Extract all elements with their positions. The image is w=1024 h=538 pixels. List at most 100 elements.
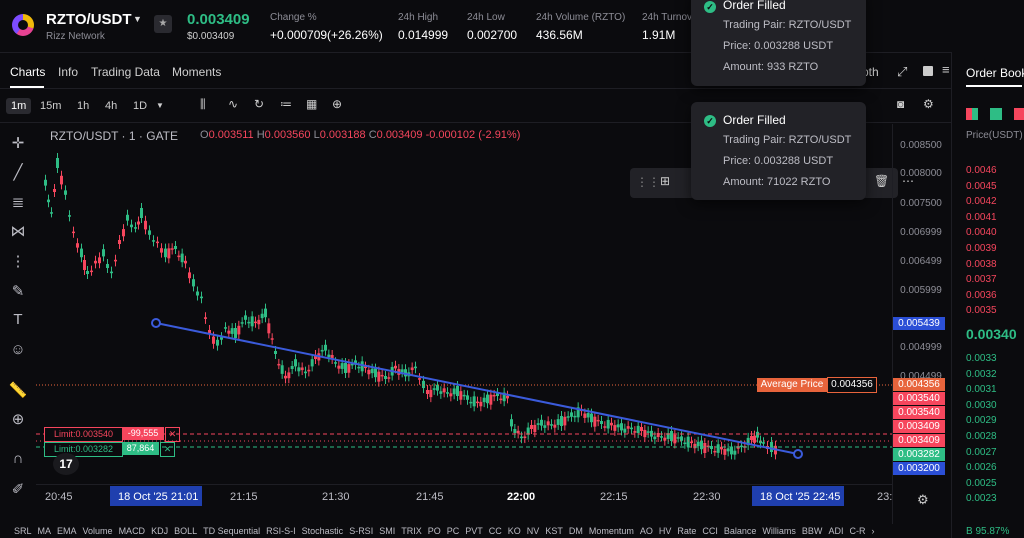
emoji-icon[interactable]: ☺ bbox=[10, 341, 26, 358]
menu-icon[interactable]: ≡ bbox=[942, 62, 950, 77]
ask-price-row[interactable]: 0.0038 bbox=[966, 258, 997, 270]
text-tool-icon[interactable]: T bbox=[13, 311, 23, 328]
trendline-handle[interactable] bbox=[793, 449, 803, 459]
ask-price-row[interactable]: 0.0041 bbox=[966, 211, 997, 223]
indicator-item[interactable]: PVT bbox=[465, 526, 483, 536]
tab-trading-data[interactable]: Trading Data bbox=[91, 65, 160, 79]
horizontal-lines-icon[interactable]: ≣ bbox=[11, 194, 25, 211]
tab-depth[interactable]: pth bbox=[862, 65, 879, 79]
trendline-icon[interactable]: ╱ bbox=[13, 164, 23, 181]
drag-handle-icon[interactable]: ⋮⋮ bbox=[636, 175, 660, 189]
bid-price-row[interactable]: 0.0031 bbox=[966, 384, 997, 396]
timeframe-dropdown-icon[interactable]: ▼ bbox=[156, 101, 164, 110]
indicator-item[interactable]: BBW bbox=[801, 526, 823, 536]
pattern-icon[interactable]: ⋈ bbox=[10, 223, 26, 240]
timeframe-1d[interactable]: 1D bbox=[133, 100, 148, 112]
limit-order-sell[interactable]: Limit:0.003540 bbox=[44, 427, 123, 442]
indicator-item[interactable]: KST bbox=[545, 526, 563, 536]
ask-price-row[interactable]: 0.0036 bbox=[966, 289, 997, 301]
price-scale[interactable]: 0.008500 0.008000 0.007500 0.006999 0.00… bbox=[892, 124, 951, 524]
ask-price-row[interactable]: 0.0039 bbox=[966, 243, 997, 254]
brush-icon[interactable]: ✎ bbox=[11, 283, 25, 300]
lock-draw-icon[interactable]: ✐ bbox=[11, 481, 25, 498]
delete-icon[interactable]: 🗑 bbox=[874, 174, 890, 188]
book-bids-icon[interactable] bbox=[990, 108, 1002, 120]
indicator-item[interactable]: EMA bbox=[57, 526, 77, 536]
chevron-right-icon[interactable]: › bbox=[871, 526, 875, 536]
ask-price-row[interactable]: 0.0037 bbox=[966, 274, 997, 286]
book-asks-icon[interactable] bbox=[1014, 108, 1024, 120]
add-icon[interactable]: ⊕ bbox=[332, 97, 343, 111]
tab-charts[interactable]: Charts bbox=[10, 65, 46, 79]
indicator-item[interactable]: ADI bbox=[828, 526, 844, 536]
indicator-item[interactable]: NV bbox=[526, 526, 540, 536]
indicator-icon[interactable]: ∿ bbox=[228, 97, 239, 111]
timeframe-15m[interactable]: 15m bbox=[40, 100, 62, 112]
timeframe-1h[interactable]: 1h bbox=[77, 100, 90, 112]
bid-price-row[interactable]: 0.0023 bbox=[966, 493, 997, 505]
bid-price-row[interactable]: 0.0028 bbox=[966, 431, 997, 442]
settings-gear-icon[interactable]: ⚙ bbox=[923, 97, 934, 111]
indicator-item[interactable]: Momentum bbox=[588, 526, 634, 536]
indicator-item[interactable]: CC bbox=[488, 526, 502, 536]
indicator-item[interactable]: PC bbox=[446, 526, 460, 536]
timeframe-4h[interactable]: 4h bbox=[105, 100, 118, 112]
indicator-item[interactable]: DM bbox=[568, 526, 583, 536]
book-both-icon[interactable] bbox=[966, 108, 978, 120]
indicator-item[interactable]: Volume bbox=[82, 526, 113, 536]
indicator-item[interactable]: KO bbox=[507, 526, 521, 536]
indicator-item[interactable]: KDJ bbox=[151, 526, 169, 536]
zoom-icon[interactable]: ⊕ bbox=[11, 411, 25, 428]
indicator-item[interactable]: CCI bbox=[702, 526, 718, 536]
tab-info[interactable]: Info bbox=[58, 65, 79, 79]
timeframe-1m[interactable]: 1m bbox=[6, 98, 32, 114]
cancel-order-icon[interactable]: ✕ bbox=[165, 427, 180, 442]
bid-price-row[interactable]: 0.0026 bbox=[966, 462, 997, 474]
ask-price-row[interactable]: 0.0045 bbox=[966, 180, 997, 192]
candle-type-icon[interactable]: ⫼ bbox=[200, 97, 206, 111]
order-book-title[interactable]: Order Book bbox=[966, 66, 1024, 80]
indicator-item[interactable]: PO bbox=[427, 526, 441, 536]
camera-icon[interactable]: ◙ bbox=[897, 97, 905, 111]
grid-layout-icon[interactable]: ▦ bbox=[306, 97, 318, 111]
price-chart[interactable] bbox=[36, 124, 892, 484]
replay-icon[interactable]: ↻ bbox=[254, 97, 265, 111]
indicator-item[interactable]: Stochastic bbox=[301, 526, 344, 536]
ask-price-row[interactable]: 0.0040 bbox=[966, 227, 997, 239]
layout-icon[interactable] bbox=[923, 66, 933, 76]
bid-price-row[interactable]: 0.0029 bbox=[966, 415, 997, 427]
tab-moments[interactable]: Moments bbox=[172, 65, 222, 79]
fib-icon[interactable]: ⋮ bbox=[10, 253, 26, 270]
pair-name[interactable]: RZTO/USDT bbox=[46, 11, 132, 28]
indicator-item[interactable]: HV bbox=[658, 526, 672, 536]
order-filled-toast[interactable]: ✓ Order Filled Trading Pair: RZTO/USDT P… bbox=[691, 0, 866, 86]
pair-dropdown-icon[interactable]: ▼ bbox=[133, 14, 142, 24]
ask-price-row[interactable]: 0.0035 bbox=[966, 305, 997, 317]
trendline[interactable] bbox=[155, 322, 799, 455]
indicator-item[interactable]: BOLL bbox=[174, 526, 198, 536]
bid-price-row[interactable]: 0.0032 bbox=[966, 368, 997, 380]
bid-price-row[interactable]: 0.0030 bbox=[966, 399, 997, 411]
ruler-icon[interactable]: 📏 bbox=[8, 382, 28, 399]
trendline-handle[interactable] bbox=[151, 318, 161, 328]
alert-icon[interactable]: ≔ bbox=[280, 97, 292, 111]
limit-order-buy[interactable]: Limit:0.003282 bbox=[44, 442, 123, 457]
indicator-item[interactable]: SRL bbox=[14, 526, 32, 536]
bid-price-row[interactable]: 0.0033 bbox=[966, 353, 997, 364]
indicator-item[interactable]: MACD bbox=[118, 526, 146, 536]
indicator-item[interactable]: Williams bbox=[762, 526, 796, 536]
order-filled-toast[interactable]: ✓ Order Filled Trading Pair: RZTO/USDT P… bbox=[691, 102, 866, 200]
indicator-item[interactable]: Balance bbox=[723, 526, 757, 536]
crosshair-icon[interactable]: ✛ bbox=[11, 135, 25, 152]
indicator-item[interactable]: MA bbox=[37, 526, 52, 536]
favorite-star-icon[interactable]: ★ bbox=[154, 15, 172, 33]
bid-price-row[interactable]: 0.0027 bbox=[966, 446, 997, 458]
magnet-icon[interactable]: ∩ bbox=[12, 450, 24, 467]
ask-price-row[interactable]: 0.0046 bbox=[966, 165, 997, 176]
indicator-item[interactable]: RSI-S-I bbox=[266, 526, 296, 536]
template-icon[interactable]: ⊞ bbox=[660, 174, 671, 188]
indicator-item[interactable]: S-RSI bbox=[349, 526, 374, 536]
cancel-order-icon[interactable]: ✕ bbox=[160, 442, 175, 457]
more-icon[interactable]: ⋯ bbox=[902, 174, 914, 188]
indicator-item[interactable]: TRIX bbox=[401, 526, 422, 536]
